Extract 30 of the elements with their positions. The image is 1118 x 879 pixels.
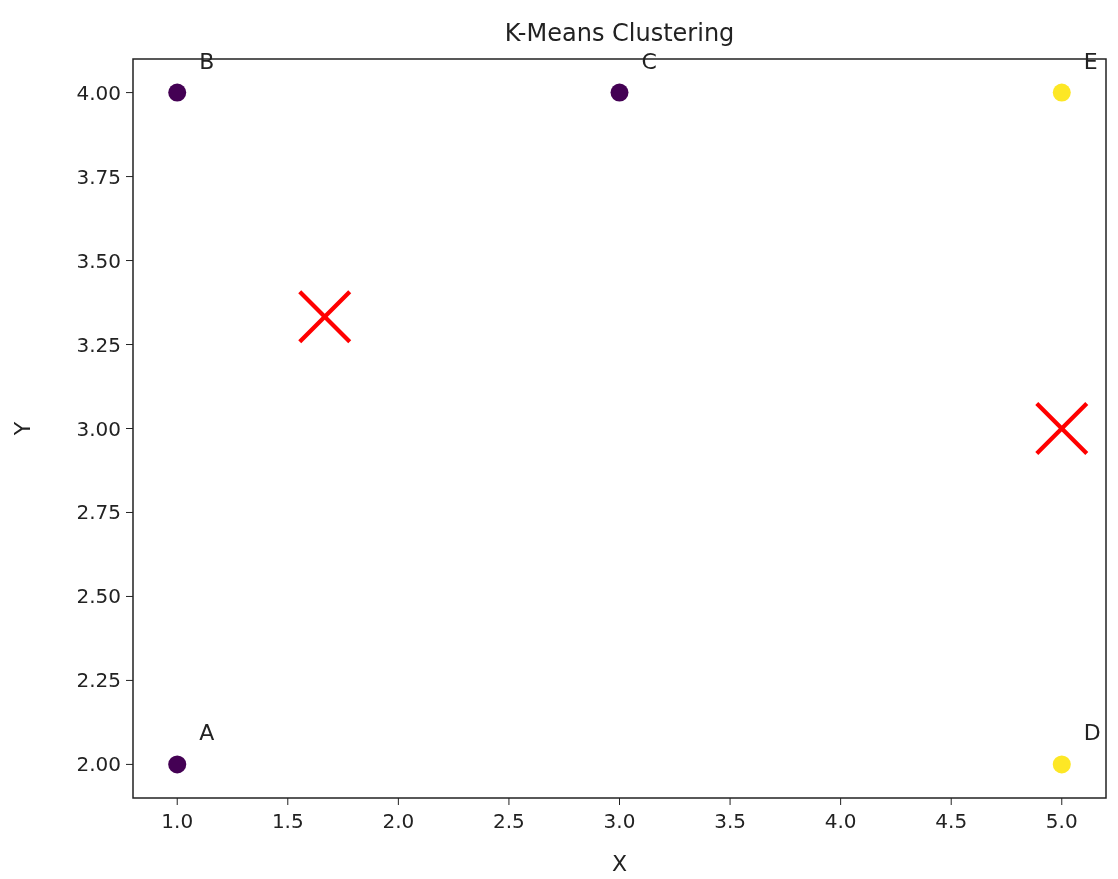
point bbox=[168, 83, 187, 102]
point bbox=[298, 290, 352, 344]
y-tick-label: 3.75 bbox=[76, 164, 121, 189]
point bbox=[1035, 402, 1089, 455]
y-tick-label: 2.50 bbox=[76, 584, 121, 609]
x-tick-label: 3.0 bbox=[603, 809, 636, 833]
y-tick-label: 2.25 bbox=[76, 668, 121, 693]
annotation: D bbox=[1083, 720, 1101, 746]
chart-title: K-Means Clustering bbox=[504, 19, 735, 47]
point bbox=[610, 83, 629, 102]
y-tick-label: 3.00 bbox=[76, 416, 121, 441]
x-tick-label: 2.0 bbox=[382, 809, 415, 833]
point bbox=[1052, 755, 1071, 774]
y-tick-label: 4.00 bbox=[76, 80, 121, 105]
y-tick-label: 2.00 bbox=[76, 752, 121, 777]
x-tick-label: 5.0 bbox=[1045, 809, 1078, 833]
point bbox=[168, 755, 187, 774]
x-tick-label: 4.5 bbox=[935, 809, 968, 833]
y-tick-label: 3.50 bbox=[76, 248, 121, 273]
y-tick-label: 3.25 bbox=[76, 332, 121, 357]
x-tick-label: 2.5 bbox=[493, 809, 525, 833]
x-tick-label: 1.0 bbox=[161, 809, 194, 833]
y-axis-title: Y bbox=[10, 421, 35, 437]
x-tick-label: 3.5 bbox=[714, 809, 746, 833]
y-tick-label: 2.75 bbox=[76, 500, 121, 525]
x-tick-label: 4.0 bbox=[824, 809, 857, 833]
x-tick-label: 1.5 bbox=[271, 809, 304, 833]
annotation: A bbox=[199, 720, 215, 746]
point bbox=[1052, 83, 1071, 102]
x-axis-title: X bbox=[611, 851, 628, 876]
